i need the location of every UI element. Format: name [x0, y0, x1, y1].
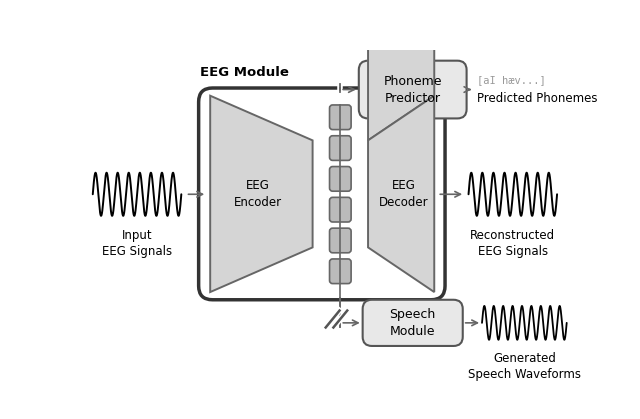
- Polygon shape: [368, 96, 435, 292]
- FancyBboxPatch shape: [330, 259, 351, 284]
- Text: Speech
Module: Speech Module: [390, 308, 436, 338]
- FancyBboxPatch shape: [330, 136, 351, 160]
- Text: EEG
Decoder: EEG Decoder: [379, 179, 428, 209]
- Polygon shape: [210, 96, 312, 292]
- FancyBboxPatch shape: [363, 300, 463, 346]
- Text: Phoneme
Predictor: Phoneme Predictor: [383, 75, 442, 105]
- Text: Reconstructed
EEG Signals: Reconstructed EEG Signals: [470, 229, 556, 258]
- Text: Predicted Phonemes: Predicted Phonemes: [477, 92, 597, 105]
- Text: EEG
Encoder: EEG Encoder: [234, 179, 282, 209]
- Text: Input
EEG Signals: Input EEG Signals: [102, 229, 172, 258]
- FancyBboxPatch shape: [330, 105, 351, 129]
- Text: EEG Module: EEG Module: [200, 66, 289, 79]
- FancyBboxPatch shape: [359, 61, 467, 119]
- FancyBboxPatch shape: [198, 88, 445, 300]
- FancyBboxPatch shape: [330, 197, 351, 222]
- FancyBboxPatch shape: [330, 166, 351, 191]
- FancyBboxPatch shape: [330, 228, 351, 253]
- Polygon shape: [368, 0, 435, 140]
- Text: Generated
Speech Waveforms: Generated Speech Waveforms: [468, 352, 581, 381]
- Text: [aI hæv...]: [aI hæv...]: [477, 75, 545, 85]
